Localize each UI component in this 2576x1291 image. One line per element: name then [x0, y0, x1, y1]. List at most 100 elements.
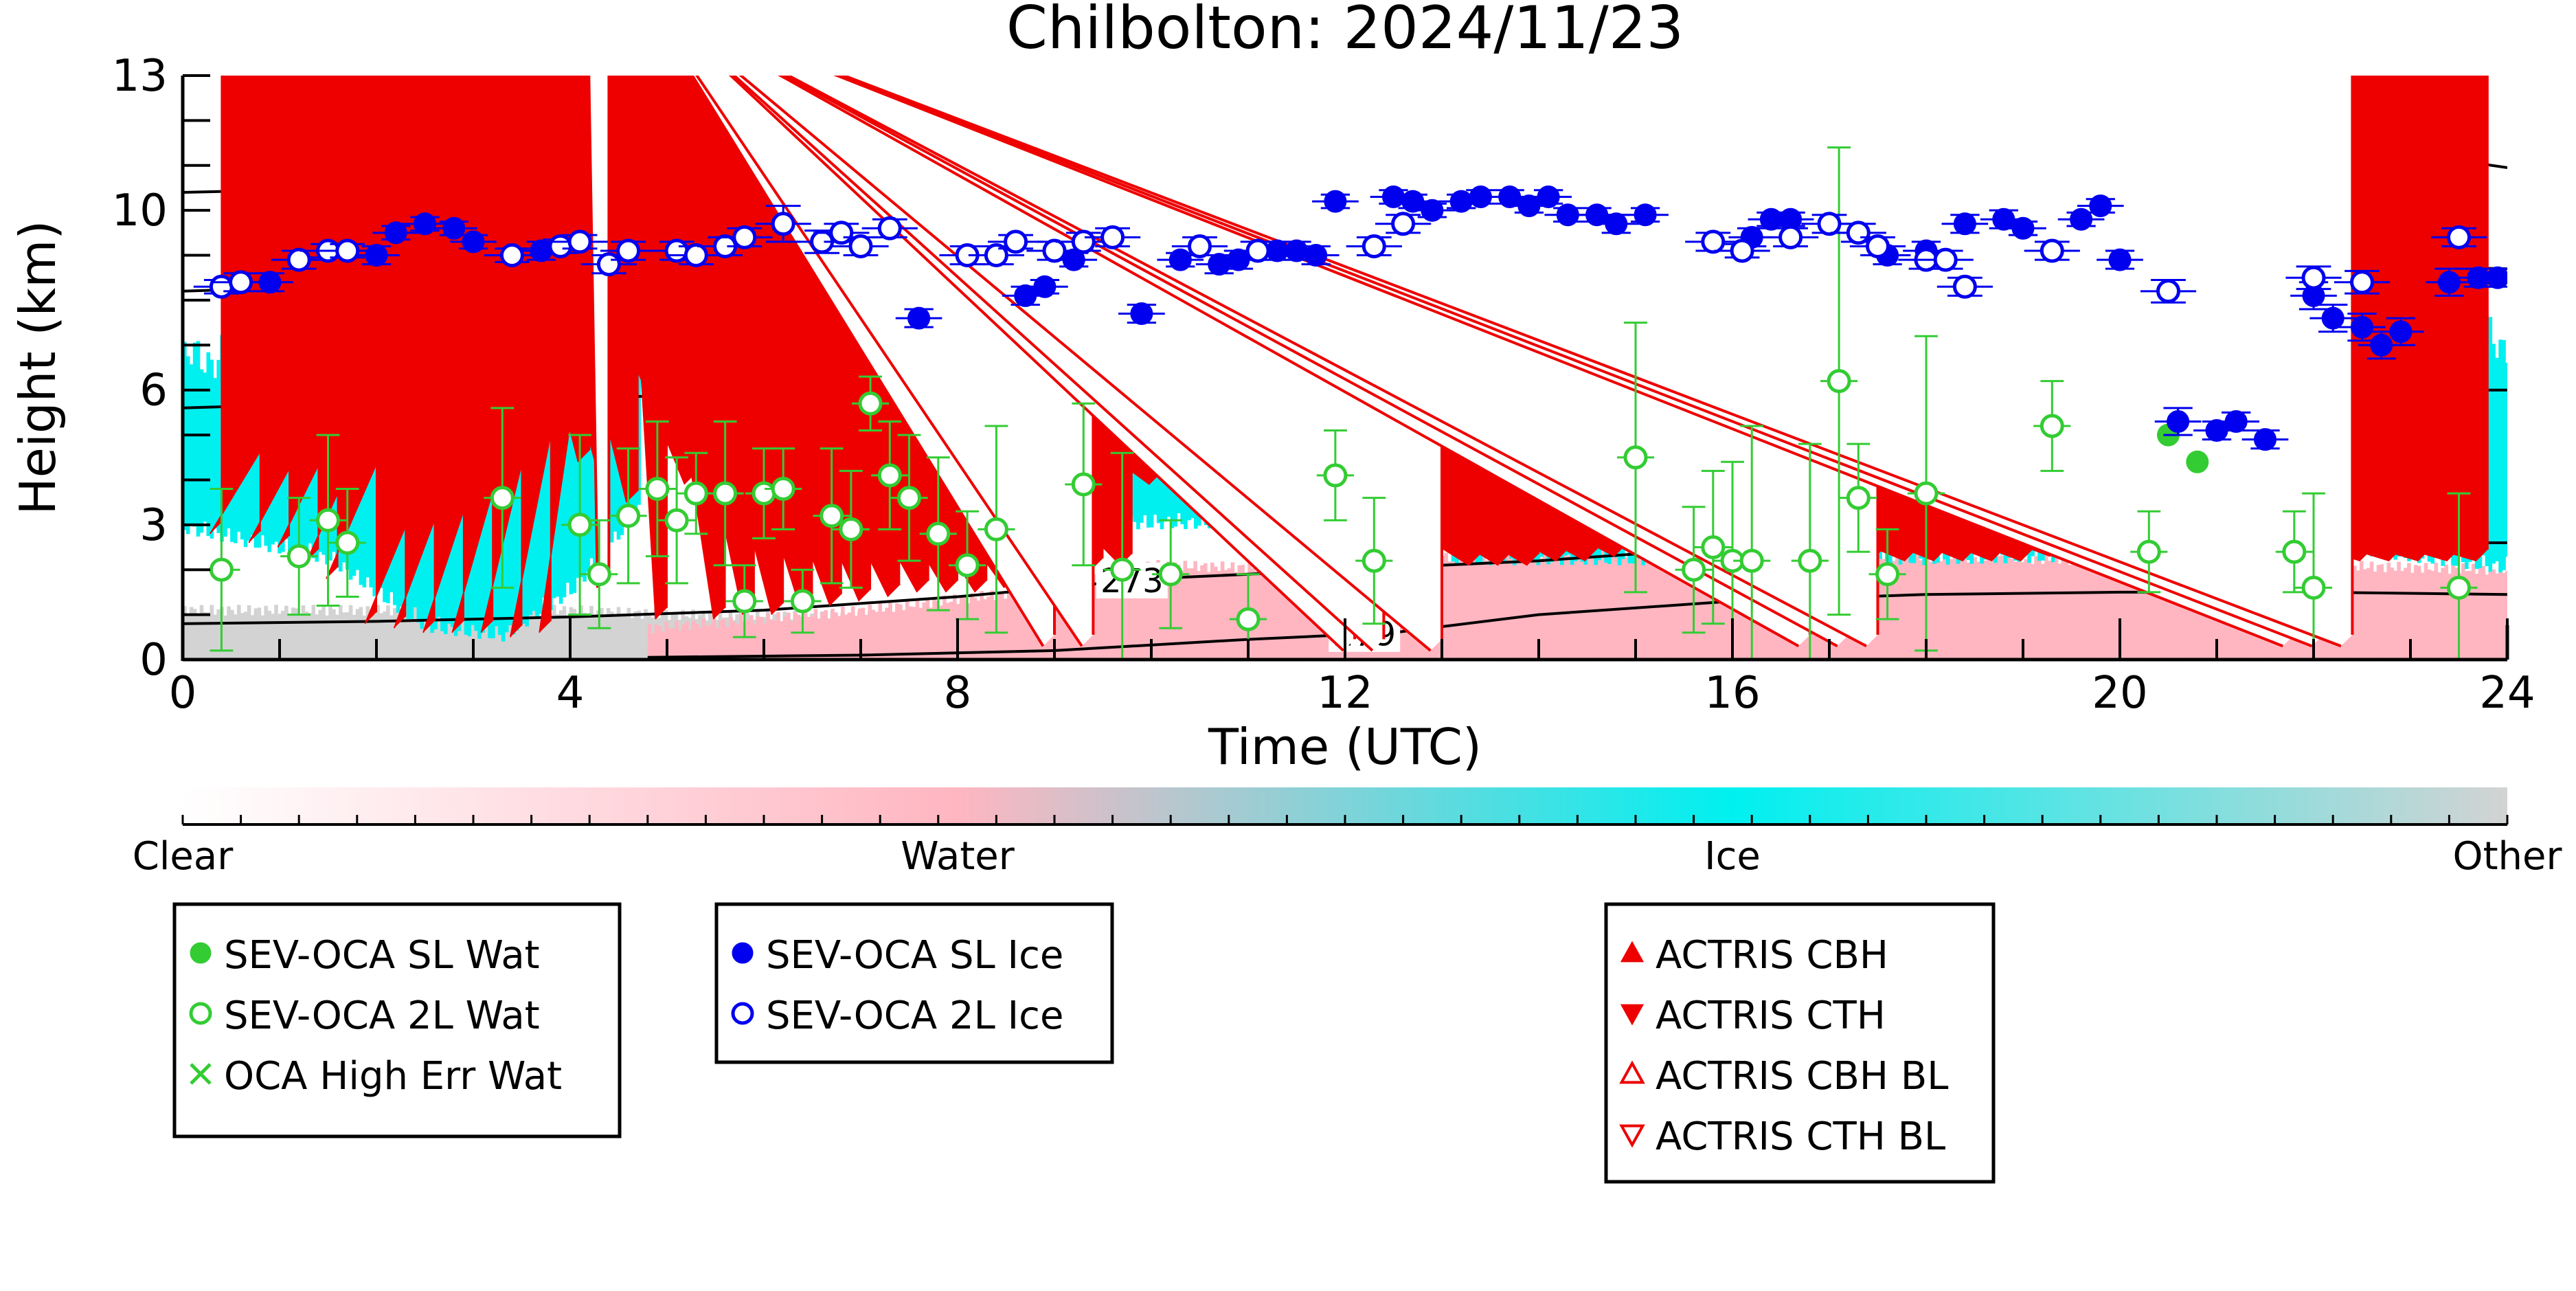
data-point [752, 481, 776, 506]
cloud-strip-water [780, 621, 784, 660]
cloud-strip-other [633, 611, 637, 660]
data-point [1188, 234, 1212, 258]
data-point [1245, 238, 1270, 263]
cloud-strip-other [281, 611, 285, 660]
data-point [2321, 306, 2345, 330]
cloud-strip-other [291, 607, 295, 660]
cloud-strip-water [2430, 570, 2435, 660]
cloud-strip-water [2407, 563, 2411, 660]
data-point [664, 508, 689, 532]
cloud-strip-water [2024, 559, 2028, 660]
cloud-strip-water [2190, 565, 2194, 660]
cloud-strip-water [1996, 556, 2001, 660]
cloud-strip-water [857, 608, 862, 660]
cloud-strip-water [878, 603, 882, 660]
cloud-strip-water [2156, 556, 2160, 660]
cloud-strip-other [474, 614, 478, 660]
cloud-strip-water [871, 609, 876, 660]
cloud-strip-water [1573, 548, 1577, 660]
cloud-strip-water [986, 596, 991, 660]
cloud-strip-other [234, 614, 238, 660]
cloud-strip-other [253, 608, 258, 660]
cloud-strip-water [1115, 577, 1120, 660]
legend-label: SEV-OCA 2L Ice [766, 993, 1063, 1038]
cloud-strip-water [671, 628, 675, 660]
data-point [858, 391, 883, 416]
cloud-strip-water [2404, 568, 2408, 660]
cloud-strip-water [2037, 557, 2042, 660]
cloud-strip-water [1261, 571, 1265, 660]
cloud-strip-other [447, 612, 451, 660]
cloud-strip-water [787, 612, 791, 660]
cloud-strip-water [1227, 568, 1232, 660]
cloud-strip-water [2427, 569, 2432, 660]
cloud-strip-ice [2502, 339, 2506, 570]
series-sev-oca-2l-wat [203, 146, 2478, 660]
legend-marker [189, 1002, 212, 1025]
cloud-strip-water [1912, 559, 1917, 660]
cloud-strip-other [460, 606, 465, 660]
cloud-strip-water [2054, 554, 2059, 660]
cloud-strip-water [1522, 559, 1526, 660]
cloud-strip-other [583, 612, 587, 660]
cloud-strip-water [2376, 565, 2381, 660]
cloud-strip-other [365, 606, 370, 660]
cloud-strip-water [2132, 566, 2136, 660]
x-tick-label: 0 [169, 668, 197, 719]
cloud-strip-other [260, 615, 265, 660]
data-point [2447, 575, 2471, 600]
cloud-strip-water [1688, 558, 1693, 660]
cloud-strip-water [1563, 548, 1567, 660]
cloud-strip-other [593, 616, 597, 660]
data-point [771, 212, 795, 236]
cloud-strip-water [929, 607, 933, 660]
data-point [2224, 410, 2248, 433]
cloud-strip-water [2064, 555, 2069, 660]
data-point [1875, 562, 1900, 587]
legend-entry: SEV-OCA 2L Wat [189, 993, 540, 1038]
cloud-strip-water [1000, 592, 1004, 660]
data-point [587, 562, 611, 587]
cloud-strip-water [661, 631, 666, 660]
cloud-strip-water [1061, 585, 1065, 660]
cloud-strip-other [325, 615, 329, 660]
cloud-strip-water [2474, 574, 2479, 660]
legend-entry: SEV-OCA SL Ice [732, 933, 1063, 978]
cloud-strip-ice [206, 352, 211, 537]
cloud-strip-water [694, 624, 699, 660]
legend-label: SEV-OCA 2L Wat [224, 993, 540, 1038]
data-point [1537, 186, 1560, 208]
cloud-strip-water [1054, 582, 1059, 660]
cloud-strip-other [444, 611, 448, 660]
cloud-strip-water [2434, 563, 2439, 660]
cloud-strip-other [511, 614, 516, 660]
data-point [2301, 265, 2326, 290]
data-point [645, 477, 670, 501]
cloud-strip-other [227, 606, 231, 660]
data-point [1449, 190, 1473, 213]
cloud-strip-other [600, 608, 604, 660]
data-point [955, 553, 980, 578]
cloud-strip-water [2444, 564, 2448, 660]
cloud-strip-water [1451, 552, 1455, 660]
data-point [829, 221, 854, 245]
cloud-strip-water [844, 614, 848, 660]
cloud-strip-other [189, 607, 194, 660]
cloud-strip-other [430, 607, 434, 660]
cloud-strip-water [2003, 563, 2008, 660]
cloud-strip-water [874, 611, 879, 660]
cloud-strip-other [223, 615, 227, 660]
cloud-strip-other [203, 612, 207, 660]
cloud-strip-other [416, 614, 421, 660]
data-point [2437, 271, 2461, 294]
cloud-strip-water [2413, 565, 2418, 660]
cloud-strip-other [284, 605, 289, 660]
legend-frame [714, 902, 1114, 1064]
data-point [442, 216, 466, 240]
colorbar-label: Ice [1704, 834, 1761, 879]
cloud-strip-water [1549, 559, 1554, 660]
cloud-strip-water [1166, 561, 1171, 660]
legend-marker [732, 942, 754, 964]
data-point [1953, 212, 1976, 236]
cloud-strip-water [2115, 564, 2120, 660]
